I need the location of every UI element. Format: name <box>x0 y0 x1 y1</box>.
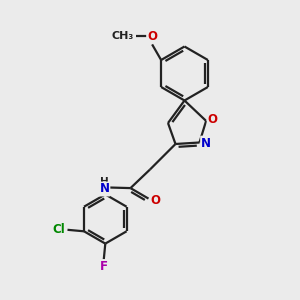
Text: Cl: Cl <box>52 223 65 236</box>
Text: F: F <box>100 260 108 273</box>
Text: O: O <box>147 29 157 43</box>
Text: H: H <box>100 177 109 187</box>
Text: N: N <box>99 182 110 196</box>
Text: O: O <box>150 194 160 207</box>
Text: O: O <box>208 113 218 126</box>
Text: CH₃: CH₃ <box>112 31 134 41</box>
Text: N: N <box>201 136 211 150</box>
